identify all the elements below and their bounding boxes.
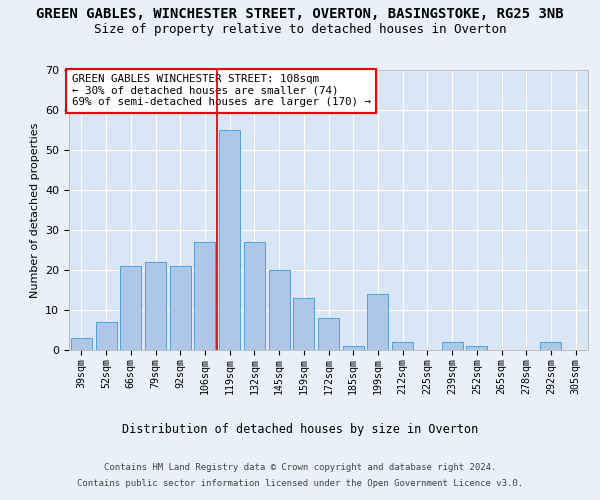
Bar — [442, 342, 463, 350]
Bar — [343, 346, 364, 350]
Bar — [293, 298, 314, 350]
Bar — [541, 342, 562, 350]
Bar — [120, 266, 141, 350]
Bar — [269, 270, 290, 350]
Text: GREEN GABLES WINCHESTER STREET: 108sqm
← 30% of detached houses are smaller (74): GREEN GABLES WINCHESTER STREET: 108sqm ←… — [71, 74, 371, 108]
Text: GREEN GABLES, WINCHESTER STREET, OVERTON, BASINGSTOKE, RG25 3NB: GREEN GABLES, WINCHESTER STREET, OVERTON… — [36, 8, 564, 22]
Bar — [170, 266, 191, 350]
Bar — [71, 338, 92, 350]
Bar — [219, 130, 240, 350]
Bar — [244, 242, 265, 350]
Bar — [392, 342, 413, 350]
Text: Distribution of detached houses by size in Overton: Distribution of detached houses by size … — [122, 422, 478, 436]
Bar — [466, 346, 487, 350]
Text: Contains HM Land Registry data © Crown copyright and database right 2024.: Contains HM Land Registry data © Crown c… — [104, 462, 496, 471]
Y-axis label: Number of detached properties: Number of detached properties — [29, 122, 40, 298]
Bar — [194, 242, 215, 350]
Bar — [367, 294, 388, 350]
Bar — [95, 322, 116, 350]
Bar — [145, 262, 166, 350]
Text: Contains public sector information licensed under the Open Government Licence v3: Contains public sector information licen… — [77, 479, 523, 488]
Bar — [318, 318, 339, 350]
Text: Size of property relative to detached houses in Overton: Size of property relative to detached ho… — [94, 22, 506, 36]
